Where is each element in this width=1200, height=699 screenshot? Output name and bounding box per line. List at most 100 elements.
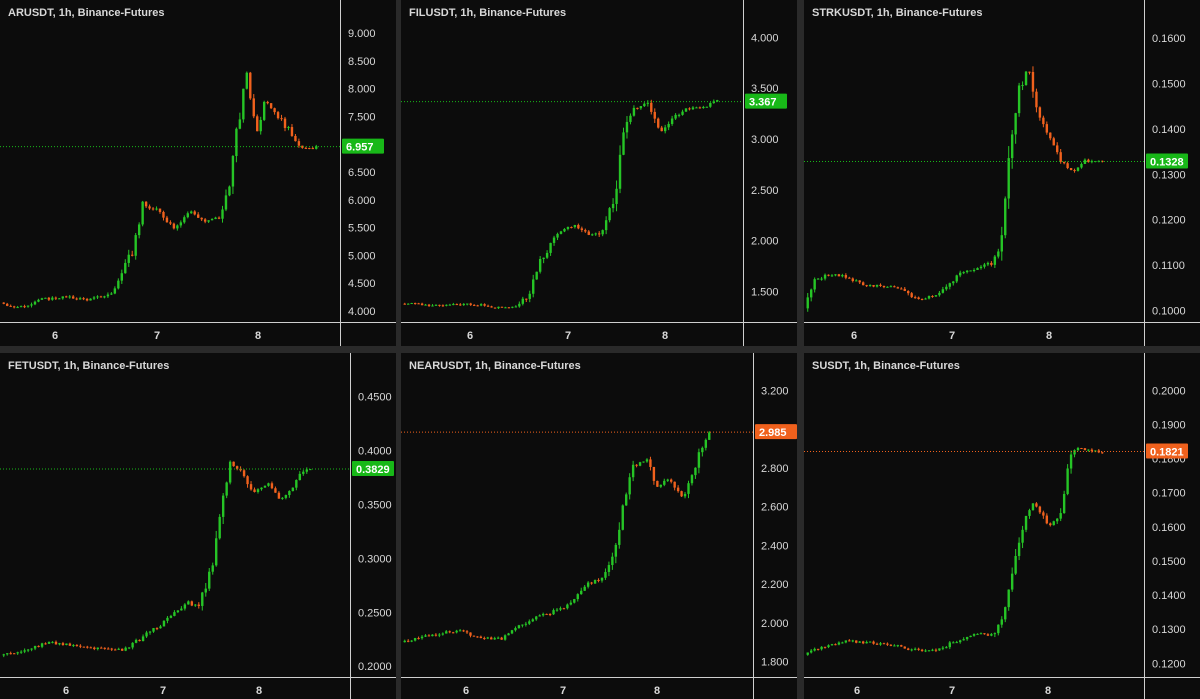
candle-body: [1087, 159, 1090, 163]
candle-body: [113, 288, 117, 294]
chart-svg: 1.8002.0002.2002.4002.6002.8003.0003.200…: [401, 353, 797, 699]
candle-body: [106, 294, 110, 297]
candle-body: [134, 639, 138, 643]
y-tick-label: 0.1900: [1152, 419, 1186, 431]
chart-svg: 1.500 2.000 2.500 3.000 3.500 4.000 6 7 8 3.367: [401, 0, 797, 346]
candle-body: [514, 306, 518, 308]
y-tick-label: 8.000: [348, 84, 376, 96]
candle-body: [458, 630, 462, 632]
candle-body: [311, 148, 314, 150]
candle-body: [704, 439, 708, 448]
candle-body: [882, 643, 886, 645]
candle-body: [1010, 134, 1014, 159]
chart-panel-filusdt[interactable]: 1.500 2.000 2.500 3.000 3.500 4.000 6 7 8 3.367 FI…: [401, 0, 797, 346]
candle-body: [591, 234, 594, 236]
chart-panel-susdt[interactable]: 0.1200 0.1300 0.1400 0.1500 0.1600 0.1700 0.18…: [804, 353, 1200, 699]
candle-body: [670, 118, 674, 124]
candle-body: [570, 227, 573, 229]
chart-panel-arusdt[interactable]: 4.0004.5005.0005.5006.0006.5007.0007.500…: [0, 0, 396, 346]
candle-body: [680, 491, 683, 497]
candle-body: [144, 201, 148, 207]
candle-body: [309, 469, 312, 471]
x-tick-label: 8: [256, 685, 262, 697]
candle-body: [210, 219, 214, 221]
candle-body: [65, 296, 68, 298]
candle-body: [465, 631, 469, 633]
candle-body: [403, 640, 406, 643]
candle-body: [114, 649, 117, 651]
candle-body: [100, 647, 103, 649]
candle-body: [615, 188, 618, 204]
candle-body: [417, 303, 420, 305]
candle-body: [632, 107, 636, 116]
candle-body: [518, 303, 521, 307]
candle-body: [642, 461, 645, 463]
chart-panel-strkusdt[interactable]: 0.1000 0.1100 0.1200 0.1300 0.1400 0.1500 0.16…: [804, 0, 1200, 346]
last-price-label: 0.1328: [1150, 157, 1184, 169]
candle-body: [841, 642, 844, 644]
candle-body: [1010, 573, 1014, 590]
candle-body: [85, 298, 89, 301]
candle-body: [955, 275, 958, 282]
candle-body: [865, 285, 868, 287]
candle-body: [965, 270, 969, 273]
candle-body: [1090, 161, 1094, 163]
candle-body: [834, 644, 837, 646]
candle-body: [1052, 521, 1055, 526]
candle-body: [82, 298, 85, 300]
candle-body: [235, 128, 238, 157]
candle-body: [972, 634, 976, 636]
chart-title: FILUSDT, 1h, Binance-Futures: [409, 7, 567, 19]
candle-body: [927, 650, 931, 652]
candle-body: [674, 114, 677, 119]
candle-body: [23, 306, 26, 308]
x-tick-label: 6: [854, 685, 860, 697]
candle-body: [483, 638, 486, 640]
candle-body: [886, 286, 889, 288]
candle-body: [663, 127, 667, 132]
candle-body: [207, 220, 210, 222]
y-tick-label: 2.800: [761, 463, 789, 475]
x-tick-label: 6: [851, 330, 857, 342]
candle-body: [604, 571, 607, 578]
candle-body: [545, 252, 549, 258]
candle-body: [875, 284, 879, 287]
y-tick-label: 0.4500: [358, 392, 392, 404]
candle-body: [110, 648, 113, 650]
last-price-badge: [342, 138, 384, 154]
x-tick-label: 7: [160, 685, 166, 697]
candle-body: [677, 114, 681, 116]
candle-body: [712, 101, 715, 104]
candle-body: [556, 233, 559, 238]
candle-body: [277, 492, 281, 499]
last-price-badge: [352, 460, 394, 476]
candle-body: [269, 103, 273, 109]
candle-body: [183, 604, 187, 609]
y-tick-label: 4.500: [348, 278, 376, 290]
candle-body: [1014, 113, 1017, 135]
candle-body: [169, 222, 172, 224]
candle-body: [576, 594, 579, 600]
y-tick-label: 2.000: [761, 618, 789, 630]
candle-body: [61, 296, 64, 299]
candle-body: [1069, 168, 1073, 171]
candle-body: [26, 305, 30, 307]
chart-panel-nearusdt[interactable]: 1.8002.0002.2002.4002.6002.8003.0003.200…: [401, 353, 797, 699]
candle-body: [141, 201, 144, 225]
candle-body: [1014, 555, 1017, 574]
candle-body: [820, 278, 823, 280]
candle-body: [607, 565, 611, 572]
candle-body: [920, 299, 924, 301]
candle-body: [304, 147, 308, 149]
candle-body: [532, 279, 535, 294]
candles: [2, 71, 318, 309]
chart-panel-fetusdt[interactable]: 0.2000 0.2500 0.3000 0.3500 0.4000 0.4500 6 7 8 0…: [0, 353, 396, 699]
candle-body: [256, 489, 260, 493]
candle-body: [75, 645, 79, 647]
candle-body: [650, 102, 653, 112]
candle-body: [72, 645, 75, 647]
candle-body: [89, 647, 93, 649]
candle-body: [1090, 449, 1094, 452]
candle-body: [1024, 515, 1028, 530]
y-tick-label: 0.3000: [358, 553, 392, 565]
